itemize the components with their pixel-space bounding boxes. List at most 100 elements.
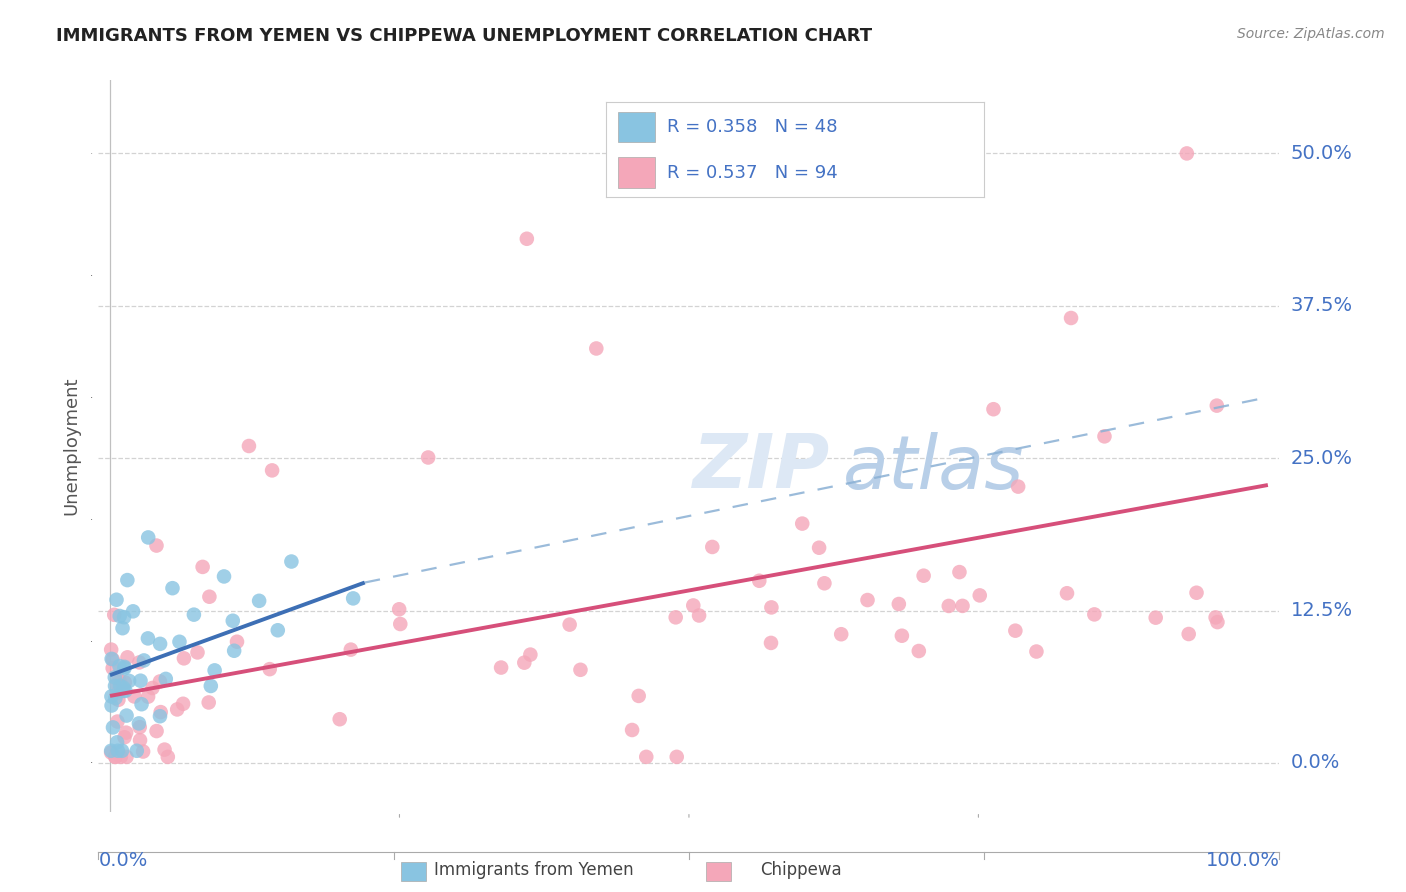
- Point: [100, 698, 122, 713]
- Text: IMMIGRANTS FROM YEMEN VS CHIPPEWA UNEMPLOYMENT CORRELATION CHART: IMMIGRANTS FROM YEMEN VS CHIPPEWA UNEMPL…: [56, 27, 872, 45]
- Point: [169, 634, 191, 648]
- Point: [247, 594, 270, 608]
- Point: [1007, 480, 1029, 494]
- Point: [418, 450, 440, 465]
- Text: Chippewa: Chippewa: [761, 861, 842, 879]
- Point: [938, 599, 960, 613]
- Point: [114, 661, 136, 675]
- Point: [115, 725, 138, 739]
- Point: [969, 588, 991, 602]
- Point: [132, 745, 155, 759]
- Point: [112, 610, 135, 624]
- Point: [226, 634, 249, 648]
- Point: [132, 653, 155, 667]
- Point: [890, 629, 912, 643]
- Point: [340, 642, 363, 657]
- Point: [212, 569, 235, 583]
- Point: [145, 724, 167, 739]
- Point: [153, 742, 176, 756]
- Point: [117, 650, 139, 665]
- Point: [1205, 399, 1227, 413]
- Point: [204, 664, 226, 678]
- Point: [887, 597, 910, 611]
- Point: [197, 696, 219, 710]
- Point: [128, 656, 150, 670]
- Point: [1056, 586, 1078, 600]
- Text: 100.0%: 100.0%: [1205, 851, 1279, 870]
- Point: [100, 746, 122, 760]
- Point: [1144, 610, 1167, 624]
- Point: [108, 659, 131, 673]
- Point: [136, 690, 159, 704]
- Point: [342, 591, 364, 606]
- Point: [108, 674, 131, 689]
- Text: 12.5%: 12.5%: [1291, 601, 1353, 620]
- Point: [513, 656, 536, 670]
- Point: [813, 576, 835, 591]
- Point: [912, 568, 935, 582]
- Y-axis label: Unemployment: Unemployment: [62, 376, 80, 516]
- Point: [107, 714, 129, 729]
- Point: [114, 660, 136, 674]
- Point: [108, 609, 131, 624]
- Text: Immigrants from Yemen: Immigrants from Yemen: [434, 861, 634, 879]
- Point: [149, 637, 172, 651]
- Point: [389, 617, 412, 632]
- Point: [489, 660, 512, 674]
- Point: [108, 679, 131, 693]
- Point: [761, 600, 783, 615]
- Point: [262, 463, 284, 477]
- Point: [103, 607, 125, 622]
- Point: [388, 602, 411, 616]
- Point: [101, 652, 124, 666]
- Point: [1175, 146, 1198, 161]
- Text: ZIP: ZIP: [693, 432, 831, 505]
- Point: [104, 670, 127, 684]
- Point: [1060, 311, 1083, 326]
- Text: 0.0%: 0.0%: [98, 851, 148, 870]
- Point: [759, 636, 782, 650]
- Point: [129, 733, 152, 747]
- Point: [200, 679, 222, 693]
- Point: [112, 681, 135, 695]
- Point: [149, 674, 172, 689]
- Point: [191, 560, 214, 574]
- Point: [156, 749, 179, 764]
- Point: [1025, 644, 1047, 658]
- Point: [115, 749, 138, 764]
- Point: [104, 749, 127, 764]
- Point: [259, 662, 281, 676]
- Text: 37.5%: 37.5%: [1291, 296, 1353, 315]
- Point: [267, 624, 290, 638]
- Point: [131, 697, 153, 711]
- Point: [141, 681, 163, 695]
- Point: [114, 675, 136, 690]
- Point: [105, 686, 128, 700]
- Point: [107, 693, 129, 707]
- Point: [1206, 615, 1229, 629]
- Text: 0.0%: 0.0%: [1291, 754, 1340, 772]
- Point: [702, 540, 724, 554]
- Point: [105, 592, 128, 607]
- Point: [104, 691, 127, 706]
- Point: [1094, 429, 1116, 443]
- Point: [748, 574, 770, 588]
- Point: [136, 632, 159, 646]
- Point: [105, 677, 128, 691]
- Point: [1205, 610, 1227, 624]
- Point: [224, 644, 246, 658]
- Point: [111, 621, 134, 635]
- Point: [948, 565, 970, 579]
- Point: [585, 342, 607, 356]
- Text: Source: ZipAtlas.com: Source: ZipAtlas.com: [1237, 27, 1385, 41]
- Point: [558, 617, 581, 632]
- Point: [122, 604, 145, 618]
- Point: [166, 702, 188, 716]
- Point: [1004, 624, 1026, 638]
- Point: [124, 690, 146, 704]
- Point: [1083, 607, 1105, 622]
- Point: [115, 708, 138, 723]
- Point: [636, 749, 658, 764]
- Point: [186, 645, 208, 659]
- Point: [101, 661, 124, 675]
